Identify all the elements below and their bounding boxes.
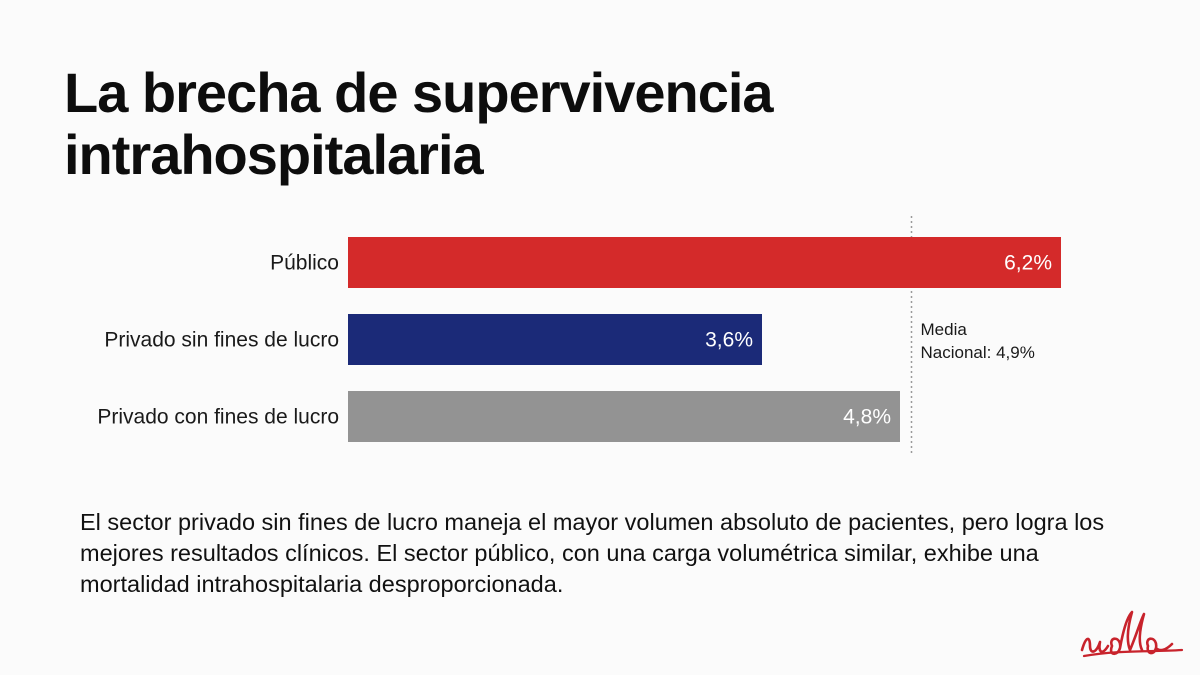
bar-publico <box>348 237 1061 288</box>
bar-privado-sin-fines-de-lucro <box>348 314 762 365</box>
value-label-privado-con-fines-de-lucro: 4,8% <box>843 406 891 429</box>
category-label-publico: Público <box>270 252 339 275</box>
title-line-1: La brecha de supervivencia <box>64 61 774 124</box>
bars: Público 6,2% Privado sin fines de lucro 3,6… <box>97 237 1061 442</box>
title-line-2: intrahospitalaria <box>64 123 484 186</box>
mean-reference: Media Nacional: 4,9% <box>910 216 1035 456</box>
caption-text: El sector privado sin fines de lucro man… <box>80 509 1105 597</box>
category-label-privado-con-fines-de-lucro: Privado con fines de lucro <box>97 406 339 429</box>
value-label-privado-sin-fines-de-lucro: 3,6% <box>705 329 753 352</box>
category-label-privado-sin-fines-de-lucro: Privado sin fines de lucro <box>104 329 339 352</box>
udla-logo <box>1080 610 1184 658</box>
page-title: La brecha de supervivencia intrahospital… <box>64 62 964 186</box>
bar-chart: Media Nacional: 4,9% Público 6,2% Privado … <box>97 216 1061 456</box>
value-label-publico: 6,2% <box>1004 252 1052 275</box>
mean-label-line-2: Nacional: 4,9% <box>921 343 1035 362</box>
mean-label-line-1: Media <box>921 320 968 339</box>
bar-privado-con-fines-de-lucro <box>348 391 900 442</box>
